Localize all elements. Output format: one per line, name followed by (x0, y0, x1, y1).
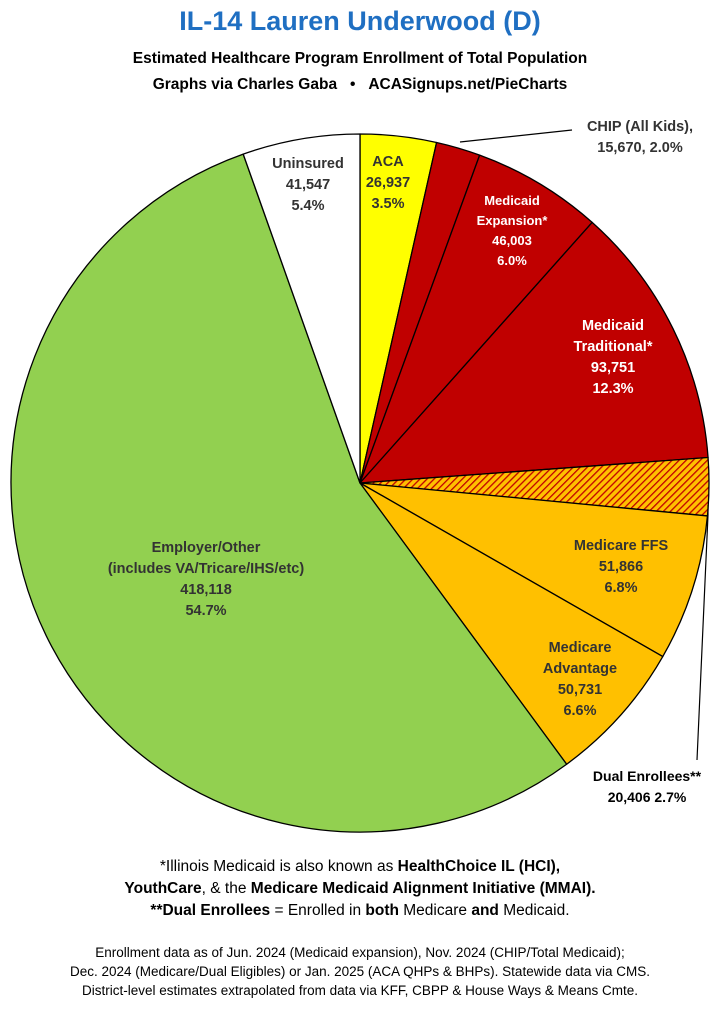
data-label-uninsured: Uninsured 41,547 5.4% (272, 156, 344, 214)
data-label-line: CHIP (All Kids), (587, 119, 693, 135)
data-label-line: 51,866 (599, 559, 643, 575)
data-label-medicaid-expansion: Medicaid Expansion* 46,003 6.0% (477, 193, 549, 268)
footnote-bold: HealthChoice IL (HCI), (397, 858, 561, 875)
pie-slice-medicare-ffs (359, 482, 709, 658)
footnote-text: Medicare (398, 902, 472, 919)
footnote-dual-enrollees: **Dual Enrollees = Enrolled in both Medi… (0, 900, 720, 921)
data-label-line: (includes VA/Tricare/IHS/etc) (108, 561, 305, 577)
data-label-line: 50,731 (558, 682, 602, 698)
data-label-line: 20,406 2.7% (608, 789, 687, 805)
footnote-text: *Illinois Medicaid is also known as (159, 858, 398, 875)
data-label-line: Advantage (543, 661, 617, 677)
data-label-line: 418,118 (180, 582, 232, 598)
pie-slice-medicaid-expansion (359, 154, 593, 484)
data-label-line: Medicaid (484, 193, 540, 208)
footnote-bold: both (365, 902, 399, 919)
data-label-line: Traditional* (574, 339, 653, 355)
data-label-line: 6.0% (497, 253, 527, 268)
footnote-medicaid-names-cont: YouthCare, & the Medicare Medicaid Align… (0, 878, 720, 899)
pie-chart: ACA 26,937 3.5% CHIP (All Kids), 15,670, 2.0… (10, 119, 710, 833)
footnote-text: Medicaid. (498, 902, 570, 919)
data-label-line: Expansion* (477, 213, 549, 228)
leader-line-chip (459, 129, 573, 143)
pie-slice-medicaid-traditional (359, 221, 709, 484)
data-label-line: 15,670, 2.0% (597, 140, 683, 156)
data-label-line: 26,937 (366, 175, 410, 191)
data-label-line: Dual Enrollees** (593, 768, 702, 784)
footnote-bold: and (471, 902, 499, 919)
data-label-medicaid-traditional: Medicaid Traditional* 93,751 12.3% (574, 318, 653, 397)
pie-slice-employer-other (10, 153, 568, 833)
footnote-text: , & the (201, 880, 251, 897)
data-label-line: 6.6% (563, 703, 596, 719)
source-note-line: Enrollment data as of Jun. 2024 (Medicai… (95, 945, 625, 960)
footnote-bold: **Dual Enrollees (150, 902, 271, 919)
footnote-bold: Medicare Medicaid Alignment Initiative (… (250, 880, 596, 897)
pie-slice-uninsured (242, 133, 361, 484)
data-label-medicare-ffs: Medicare FFS 51,866 6.8% (574, 538, 669, 596)
data-label-line: 54.7% (185, 603, 226, 619)
data-label-line: ACA (372, 154, 404, 170)
data-label-line: 3.5% (371, 196, 404, 212)
credit-site: ACASignups.net/PieCharts (368, 76, 568, 93)
data-label-line: 46,003 (492, 233, 532, 248)
chart-credit-line: Graphs via Charles Gaba • ACASignups.net… (0, 76, 720, 94)
data-label-line: Medicare (549, 640, 612, 656)
footnote-text: = Enrolled in (270, 902, 366, 919)
data-label-line: Medicare FFS (574, 538, 669, 554)
data-label-dual-enrollees: Dual Enrollees** 20,406 2.7% (593, 768, 702, 805)
data-label-employer-other: Employer/Other (includes VA/Tricare/IHS/e… (108, 540, 305, 619)
data-label-line: Uninsured (272, 156, 344, 172)
data-label-chip: CHIP (All Kids), 15,670, 2.0% (587, 119, 693, 156)
data-label-line: 41,547 (286, 177, 330, 193)
bullet-separator: • (349, 76, 356, 93)
leader-line-dual-enrollees (696, 505, 709, 761)
data-label-medicare-advantage: Medicare Advantage 50,731 6.6% (543, 640, 617, 719)
footnote-medicaid-names: *Illinois Medicaid is also known as Heal… (0, 856, 720, 877)
source-note-line: Dec. 2024 (Medicare/Dual Eligibles) or J… (70, 964, 650, 979)
pie-slice-medicare-advantage (359, 482, 664, 765)
data-label-line: Medicaid (582, 318, 644, 334)
chart-subtitle: Estimated Healthcare Program Enrollment … (132, 50, 588, 67)
data-label-line: 12.3% (592, 381, 633, 397)
data-label-line: 93,751 (591, 360, 635, 376)
data-label-line: 5.4% (291, 198, 324, 214)
credit-author: Graphs via Charles Gaba (152, 76, 338, 93)
footnote-bold: YouthCare (124, 880, 202, 897)
source-note-line: District-level estimates extrapolated fr… (82, 983, 638, 998)
data-label-line: Employer/Other (152, 540, 261, 556)
page-title: IL-14 Lauren Underwood (D) (179, 6, 541, 36)
data-label-line: 6.8% (604, 580, 637, 596)
data-label-aca: ACA 26,937 3.5% (366, 154, 410, 212)
